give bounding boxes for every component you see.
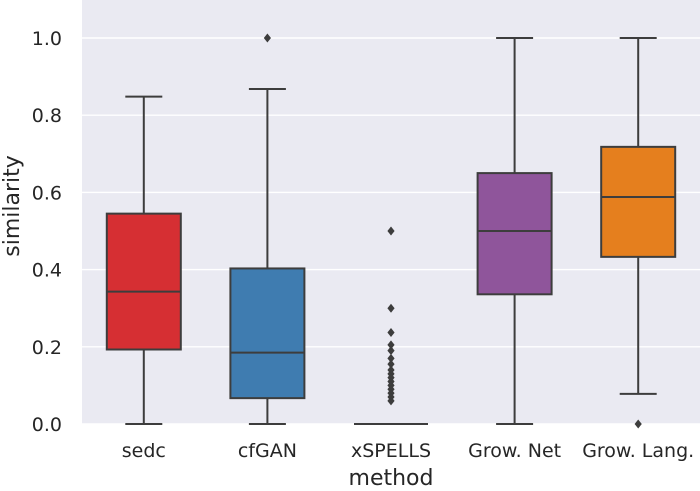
x-axis-title: method	[349, 466, 434, 491]
y-tick-label: 1.0	[32, 28, 62, 50]
y-tick-labels: 0.0 0.2 0.4 0.6 0.8 1.0	[32, 28, 62, 436]
box-grow-lang-	[600, 37, 677, 429]
iqr-box	[105, 212, 182, 351]
outlier-point	[387, 396, 395, 406]
box-sedc	[105, 95, 182, 425]
x-tick-label: Grow. Lang.	[582, 440, 694, 462]
outlier-point	[263, 33, 271, 43]
y-tick-label: 0.6	[32, 182, 62, 204]
iqr-box	[476, 172, 553, 296]
outlier-point	[387, 346, 395, 356]
x-tick-label: xSPELLS	[351, 440, 431, 462]
outlier-point	[387, 226, 395, 236]
box-cfgan	[229, 33, 306, 425]
outlier-point	[387, 353, 395, 363]
outlier-point	[387, 303, 395, 313]
box-grow-net	[476, 37, 553, 425]
y-axis-title: similarity	[0, 155, 25, 257]
x-tick-labels: sedc cfGAN xSPELLS Grow. Net Grow. Lang.	[122, 440, 694, 462]
x-tick-label: sedc	[122, 440, 166, 462]
x-tick-label: Grow. Net	[468, 440, 561, 462]
iqr-box	[600, 145, 677, 258]
y-tick-label: 0.4	[32, 260, 62, 282]
x-tick-label: cfGAN	[238, 440, 297, 462]
y-tick-label: 0.0	[32, 414, 62, 436]
outlier-point	[387, 359, 395, 369]
y-tick-label: 0.8	[32, 105, 62, 127]
outlier-point	[387, 340, 395, 350]
outlier-point	[387, 328, 395, 338]
y-tick-label: 0.2	[32, 337, 62, 359]
box-xspells	[354, 226, 428, 425]
boxes	[105, 33, 677, 429]
iqr-box	[229, 267, 306, 400]
outlier-point	[634, 419, 642, 429]
